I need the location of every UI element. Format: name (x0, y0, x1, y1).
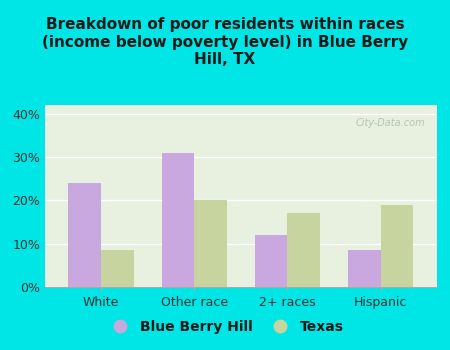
Legend: Blue Berry Hill, Texas: Blue Berry Hill, Texas (101, 314, 349, 340)
Bar (288, 214, 320, 287)
Bar (162, 153, 194, 287)
Bar (348, 250, 381, 287)
Bar (381, 205, 413, 287)
Bar (101, 250, 134, 287)
Bar (68, 183, 101, 287)
Text: City-Data.com: City-Data.com (355, 118, 425, 128)
Bar (255, 235, 288, 287)
Bar (194, 200, 227, 287)
Text: Breakdown of poor residents within races
(income below poverty level) in Blue Be: Breakdown of poor residents within races… (42, 18, 408, 67)
